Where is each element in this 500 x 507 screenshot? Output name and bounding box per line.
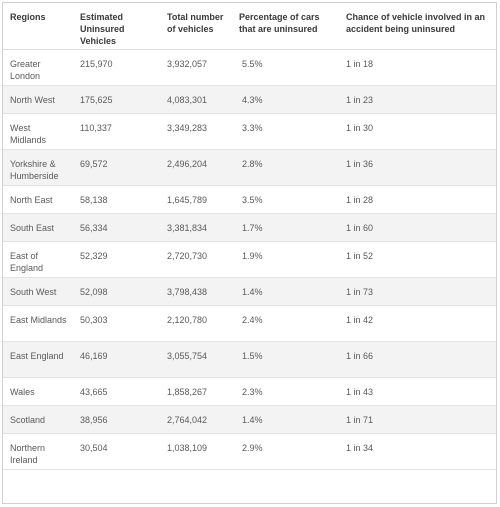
cell-region: West Midlands [3,113,73,150]
cell-percentage: 1.4% [232,405,339,434]
percentage-value: 1.7% [242,222,263,233]
percentage-value: 5.5% [242,58,263,69]
cell-total: 2,496,204 [160,149,232,186]
cell-region: South West [3,277,73,306]
header-total-vehicles: Total number of vehicles [160,3,232,50]
cell-uninsured: 110,337 [73,113,160,150]
cell-uninsured: 46,169 [73,341,160,378]
percentage-value: 3.3% [242,122,263,133]
cell-chance: 1 in 18 [339,49,496,86]
percentage-value: 4.3% [242,94,263,105]
table-row: North East 58,138 1,645,789 3.5% 1 in 28 [3,185,496,214]
percentage-value: 1.9% [242,250,263,261]
table-row: East of England 52,329 2,720,730 1.9% 1 … [3,241,496,278]
percentage-value: 3.5% [242,194,263,205]
table-row: North West 175,625 4,083,301 4.3% 1 in 2… [3,85,496,114]
cell-total: 3,349,283 [160,113,232,150]
cell-percentage: 2.8% [232,149,339,186]
cell-uninsured: 43,665 [73,377,160,406]
cell-region: Yorkshire & Humberside [3,149,73,186]
table-row: East Midlands 50,303 2,120,780 2.4% 1 in… [3,305,496,342]
table-row: Wales 43,665 1,858,267 2.3% 1 in 43 [3,377,496,406]
header-accident-chance: Chance of vehicle involved in an acciden… [339,3,496,50]
cell-chance: 1 in 52 [339,241,496,278]
cell-uninsured: 52,329 [73,241,160,278]
cell-uninsured: 50,303 [73,305,160,342]
cell-total: 3,381,834 [160,213,232,242]
cell-percentage: 1.4% [232,277,339,306]
cell-chance: 1 in 42 [339,305,496,342]
cell-chance: 1 in 36 [339,149,496,186]
percentage-value: 2.8% [242,158,263,169]
cell-total: 1,858,267 [160,377,232,406]
table-row: Scotland 38,956 2,764,042 1.4% 1 in 71 [3,405,496,434]
cell-uninsured: 56,334 [73,213,160,242]
percentage-value: 2.9% [242,442,263,453]
cell-chance: 1 in 34 [339,433,496,470]
cell-percentage: 4.3% [232,85,339,114]
cell-total: 3,932,057 [160,49,232,86]
percentage-value: 2.3% [242,386,263,397]
cell-chance: 1 in 66 [339,341,496,378]
cell-chance: 1 in 73 [339,277,496,306]
table-row: Northern Ireland 30,504 1,038,109 2.9% 1… [3,433,496,470]
cell-percentage: 3.5% [232,185,339,214]
table-row: Greater London 215,970 3,932,057 5.5% 1 … [3,49,496,86]
header-estimated-uninsured: Estimated Uninsured Vehicles [73,3,160,50]
percentage-value: 2.4% [242,314,263,325]
cell-chance: 1 in 23 [339,85,496,114]
cell-uninsured: 69,572 [73,149,160,186]
table-row: South East 56,334 3,381,834 1.7% 1 in 60 [3,213,496,242]
cell-uninsured: 30,504 [73,433,160,470]
cell-region: North West [3,85,73,114]
percentage-value: 1.4% [242,414,263,425]
cell-percentage: 2.4% [232,305,339,342]
cell-region: East England [3,341,73,378]
header-regions: Regions [3,3,73,50]
cell-uninsured: 38,956 [73,405,160,434]
cell-chance: 1 in 71 [339,405,496,434]
header-percentage-uninsured: Percentage of cars that are uninsured [232,3,339,50]
cell-total: 2,764,042 [160,405,232,434]
table-row: East England 46,169 3,055,754 1.5% 1 in … [3,341,496,378]
table-row: Yorkshire & Humberside 69,572 2,496,204 … [3,149,496,186]
cell-chance: 1 in 43 [339,377,496,406]
cell-total: 1,038,109 [160,433,232,470]
cell-region: Northern Ireland [3,433,73,470]
cell-uninsured: 215,970 [73,49,160,86]
percentage-value: 1.5% [242,350,263,361]
cell-percentage: 1.7% [232,213,339,242]
table-header-row: Regions Estimated Uninsured Vehicles Tot… [3,3,496,50]
cell-total: 1,645,789 [160,185,232,214]
cell-total: 2,120,780 [160,305,232,342]
cell-region: East of England [3,241,73,278]
cell-chance: 1 in 60 [339,213,496,242]
cell-total: 3,798,438 [160,277,232,306]
cell-total: 4,083,301 [160,85,232,114]
uninsured-vehicles-table: Regions Estimated Uninsured Vehicles Tot… [3,3,496,470]
table-row: South West 52,098 3,798,438 1.4% 1 in 73 [3,277,496,306]
cell-percentage: 1.5% [232,341,339,378]
cell-uninsured: 52,098 [73,277,160,306]
cell-total: 3,055,754 [160,341,232,378]
cell-uninsured: 58,138 [73,185,160,214]
cell-uninsured: 175,625 [73,85,160,114]
cell-percentage: 1.9% [232,241,339,278]
percentage-value: 1.4% [242,286,263,297]
cell-region: North East [3,185,73,214]
cell-chance: 1 in 28 [339,185,496,214]
cell-total: 2,720,730 [160,241,232,278]
cell-region: Wales [3,377,73,406]
cell-region: Scotland [3,405,73,434]
cell-chance: 1 in 30 [339,113,496,150]
cell-region: Greater London [3,49,73,86]
cell-percentage: 3.3% [232,113,339,150]
table-row: West Midlands 110,337 3,349,283 3.3% 1 i… [3,113,496,150]
cell-region: East Midlands [3,305,73,342]
cell-percentage: 2.9% [232,433,339,470]
cell-region: South East [3,213,73,242]
cell-percentage: 2.3% [232,377,339,406]
cell-percentage: 5.5% [232,49,339,86]
